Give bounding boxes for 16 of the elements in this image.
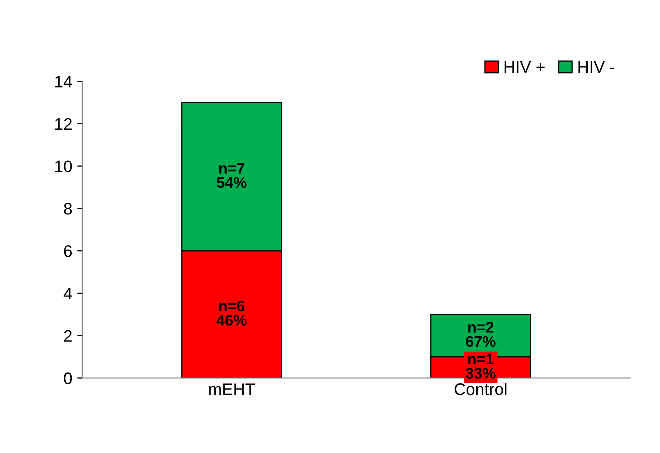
x-tick-label: Control xyxy=(454,383,507,396)
data-label: n=6 46% xyxy=(216,300,247,326)
y-tick-label: 14 xyxy=(56,76,72,88)
y-tick-label: 0 xyxy=(64,372,72,384)
legend-label: HIV - xyxy=(578,62,615,74)
x-tick-label: mEHT xyxy=(209,384,256,396)
legend-label: HIV + xyxy=(504,62,545,74)
y-tick-label: 6 xyxy=(64,245,72,258)
y-tick-label: 8 xyxy=(64,203,72,215)
data-label: n=1 33% xyxy=(466,354,496,379)
y-tick-label: 2 xyxy=(64,330,72,342)
y-tick-label: 10 xyxy=(56,160,72,173)
data-label: n=2 67% xyxy=(466,322,496,348)
data-label: n=7 54% xyxy=(217,163,247,188)
y-tick-label: 12 xyxy=(56,118,72,130)
y-tick-label: 4 xyxy=(64,288,72,300)
